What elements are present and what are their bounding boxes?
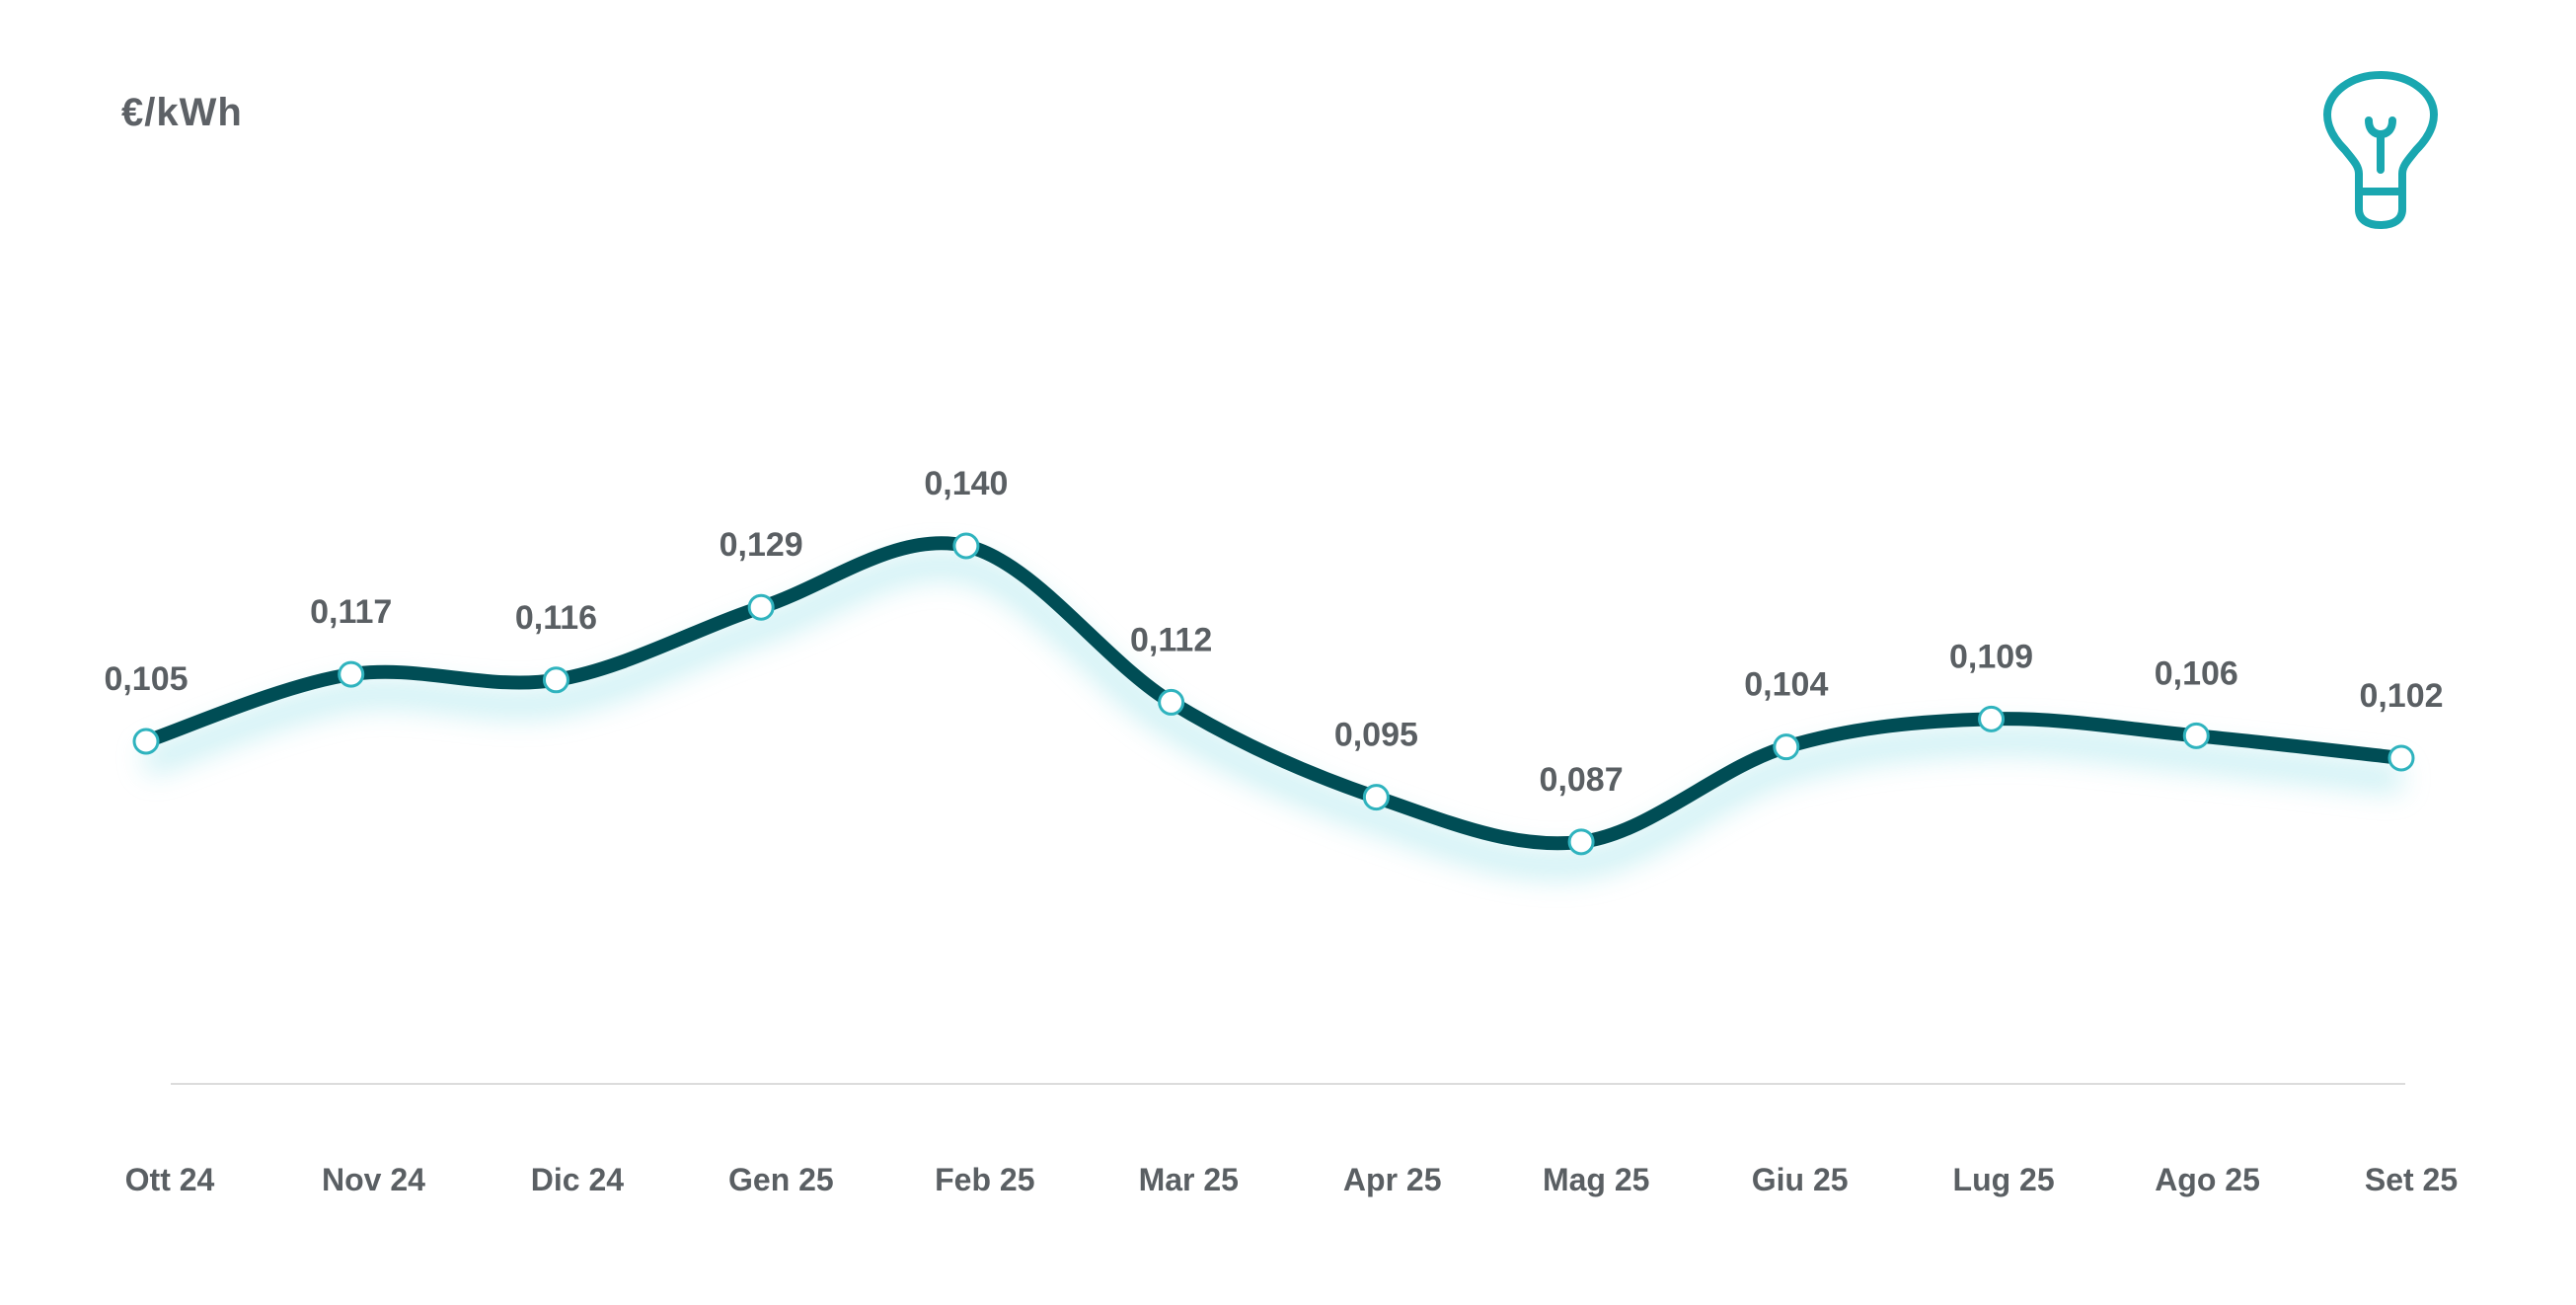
data-point-marker[interactable] xyxy=(338,660,365,688)
data-value-label: 0,105 xyxy=(104,660,188,698)
data-value-label: 0,116 xyxy=(515,599,597,637)
data-point-marker[interactable] xyxy=(1567,828,1595,856)
data-point-marker[interactable] xyxy=(2182,722,2210,749)
data-value-label: 0,095 xyxy=(1334,717,1418,754)
data-point-marker[interactable] xyxy=(1362,784,1390,811)
data-markers xyxy=(132,532,2415,856)
data-point-marker[interactable] xyxy=(132,728,160,755)
data-value-label: 0,087 xyxy=(1540,761,1624,799)
data-value-label: 0,104 xyxy=(1744,666,1828,704)
data-value-label: 0,117 xyxy=(310,593,392,631)
x-axis-tick-label: Feb 25 xyxy=(935,1162,1034,1197)
x-axis-tick-label: Apr 25 xyxy=(1343,1162,1442,1197)
x-axis-tick-label: Dic 24 xyxy=(531,1162,624,1197)
series-line xyxy=(139,536,2408,851)
x-axis-tick-label: Giu 25 xyxy=(1752,1162,1849,1197)
data-value-label: 0,109 xyxy=(1949,638,2033,675)
x-axis-tick-label: Gen 25 xyxy=(728,1162,834,1197)
data-value-label: 0,102 xyxy=(2359,677,2443,715)
data-point-marker[interactable] xyxy=(747,593,775,621)
x-axis-tick-label: Set 25 xyxy=(2365,1162,2458,1197)
x-axis-tick-label: Ott 24 xyxy=(125,1162,215,1197)
data-point-marker[interactable] xyxy=(542,666,569,694)
lightbulb-icon xyxy=(2323,71,2438,229)
x-axis-labels: Ott 24 Nov 24 Dic 24 Gen 25 Feb 25 Mar 25 Apr … xyxy=(125,1162,2458,1197)
data-value-label: 0,140 xyxy=(924,465,1008,502)
x-axis-tick-label: Nov 24 xyxy=(322,1162,425,1197)
series-line-path xyxy=(139,536,2408,851)
x-axis-tick-label: Mag 25 xyxy=(1543,1162,1649,1197)
data-point-marker[interactable] xyxy=(1158,688,1185,716)
data-value-label: 0,112 xyxy=(1130,621,1212,658)
data-point-marker[interactable] xyxy=(952,532,980,560)
data-value-label: 0,106 xyxy=(2155,654,2238,692)
x-axis-tick-label: Ago 25 xyxy=(2155,1162,2260,1197)
data-point-marker[interactable] xyxy=(1773,733,1800,761)
unit-label: €/kWh xyxy=(121,91,243,134)
line-glow xyxy=(141,552,2403,879)
data-value-label: 0,129 xyxy=(720,526,803,564)
data-point-marker[interactable] xyxy=(1978,705,2006,732)
x-axis-tick-label: Lug 25 xyxy=(1953,1162,2055,1197)
x-axis-tick-label: Mar 25 xyxy=(1139,1162,1239,1197)
data-point-marker[interactable] xyxy=(2387,744,2415,772)
series-glow-path xyxy=(141,552,2403,879)
value-labels: 0,105 0,117 0,116 0,129 0,140 0,112 0,095 0,087… xyxy=(104,465,2443,799)
